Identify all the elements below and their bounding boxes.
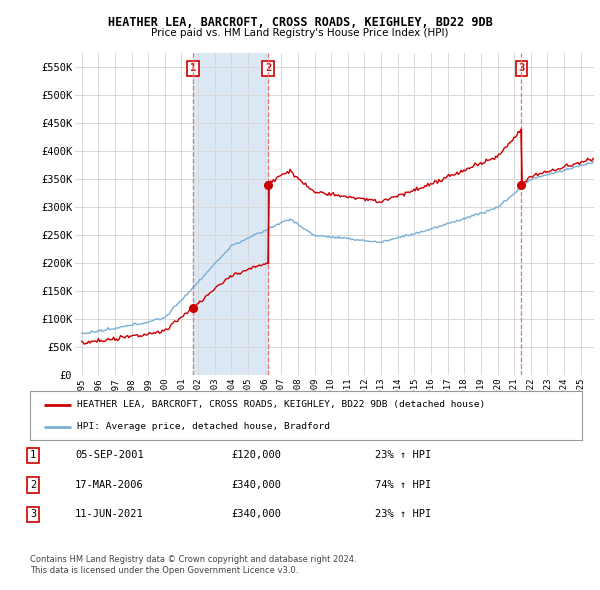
Text: Contains HM Land Registry data © Crown copyright and database right 2024.: Contains HM Land Registry data © Crown c…	[30, 555, 356, 564]
Text: 17-MAR-2006: 17-MAR-2006	[75, 480, 144, 490]
Text: 05-SEP-2001: 05-SEP-2001	[75, 451, 144, 460]
Text: 23% ↑ HPI: 23% ↑ HPI	[375, 451, 431, 460]
Text: HEATHER LEA, BARCROFT, CROSS ROADS, KEIGHLEY, BD22 9DB: HEATHER LEA, BARCROFT, CROSS ROADS, KEIG…	[107, 16, 493, 29]
Text: £120,000: £120,000	[231, 451, 281, 460]
Text: Price paid vs. HM Land Registry's House Price Index (HPI): Price paid vs. HM Land Registry's House …	[151, 28, 449, 38]
Text: 1: 1	[30, 451, 36, 460]
Text: £340,000: £340,000	[231, 480, 281, 490]
Text: 2: 2	[265, 63, 271, 73]
Text: 11-JUN-2021: 11-JUN-2021	[75, 510, 144, 519]
Text: 3: 3	[518, 63, 524, 73]
Bar	[193, 53, 268, 375]
Text: 74% ↑ HPI: 74% ↑ HPI	[375, 480, 431, 490]
Text: 23% ↑ HPI: 23% ↑ HPI	[375, 510, 431, 519]
Text: This data is licensed under the Open Government Licence v3.0.: This data is licensed under the Open Gov…	[30, 566, 298, 575]
Text: 1: 1	[190, 63, 196, 73]
Text: £340,000: £340,000	[231, 510, 281, 519]
Text: 3: 3	[30, 510, 36, 519]
Text: HPI: Average price, detached house, Bradford: HPI: Average price, detached house, Brad…	[77, 422, 330, 431]
Text: 2: 2	[30, 480, 36, 490]
Text: HEATHER LEA, BARCROFT, CROSS ROADS, KEIGHLEY, BD22 9DB (detached house): HEATHER LEA, BARCROFT, CROSS ROADS, KEIG…	[77, 400, 485, 409]
